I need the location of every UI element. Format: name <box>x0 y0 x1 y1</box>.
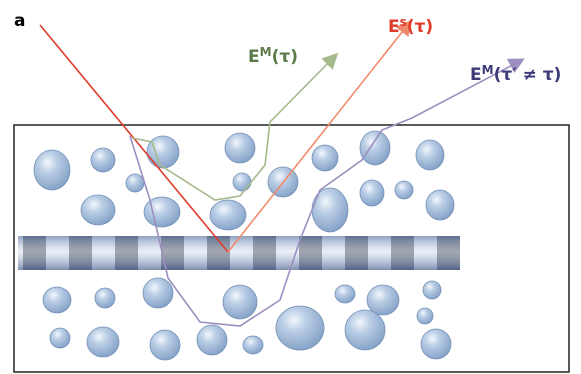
label-arg: (τ) <box>407 17 433 37</box>
label-arg: (τ′ ≠ τ) <box>494 65 562 85</box>
strip <box>18 236 460 270</box>
label-base: E <box>388 17 400 37</box>
label-sup: M <box>260 45 272 59</box>
label-es: Es(τ) <box>388 15 433 37</box>
label-em: EM(τ) <box>248 45 298 67</box>
label-sup: M <box>482 63 494 77</box>
panel-label: a <box>14 11 25 31</box>
label-base: E <box>248 47 260 67</box>
figure: a EM(τ) Es(τ) EM(τ′ ≠ τ) <box>0 0 581 374</box>
label-em-other: EM(τ′ ≠ τ) <box>470 63 561 85</box>
label-sup: s <box>400 15 407 29</box>
label-base: E <box>470 65 482 85</box>
label-arg: (τ) <box>272 47 298 67</box>
